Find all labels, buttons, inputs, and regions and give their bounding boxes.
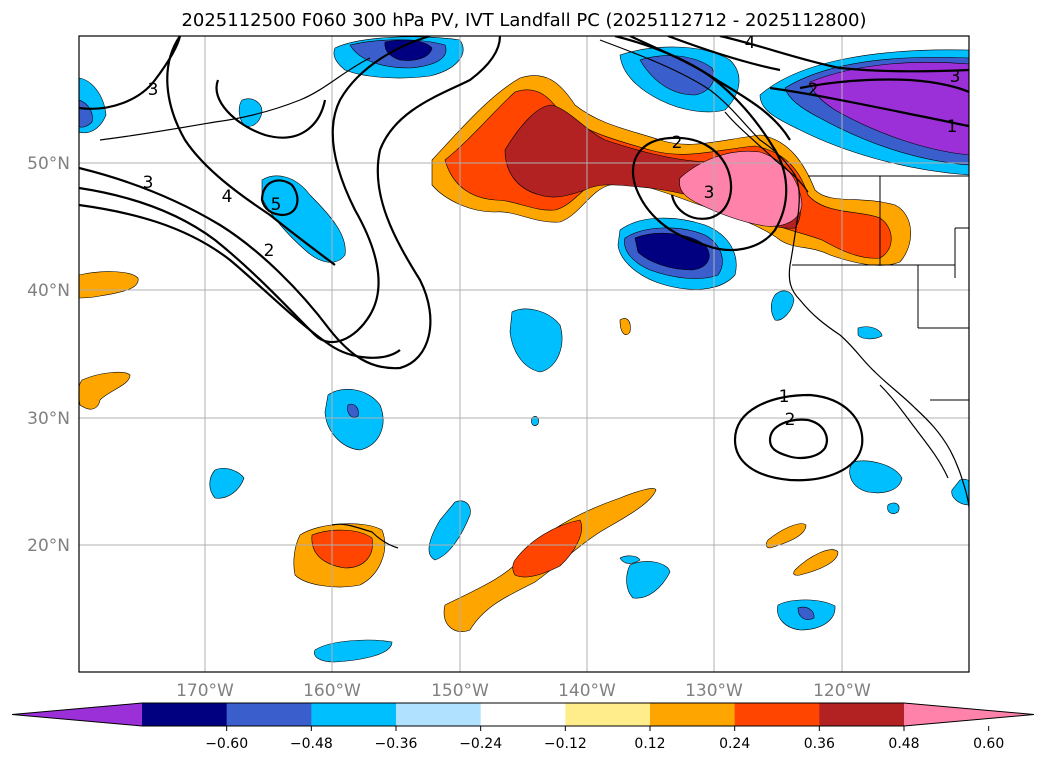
lat-label: 50°N (27, 154, 70, 174)
baja-coast (879, 384, 949, 479)
pv-negative-shading (79, 36, 969, 663)
colorbar-tick-label: −0.60 (205, 736, 248, 752)
contour-label: 3 (704, 183, 715, 203)
colorbar-tick-label: −0.36 (375, 736, 418, 752)
colorbar-tick-label: 0.60 (973, 736, 1004, 752)
lon-label: 130°W (685, 681, 743, 701)
vancouver-island (724, 111, 809, 193)
colorbar-segment (734, 703, 820, 726)
contour-labels: 3 4 5 2 3 2 3 4 2 1 3 1 2 (143, 33, 961, 430)
lon-label: 120°W (813, 681, 871, 701)
lat-label: 30°N (27, 409, 70, 429)
contour-label: 1 (947, 117, 958, 137)
aleutians (99, 57, 371, 141)
lon-label: 140°W (558, 681, 616, 701)
map-area: 3 4 5 2 3 2 3 4 2 1 3 1 2 (79, 33, 969, 672)
colorbar-segment (480, 703, 566, 726)
colorbar-tick-label: 0.48 (888, 736, 919, 752)
contour-label: 3 (143, 173, 154, 193)
pv-positive-shading (79, 75, 911, 632)
na-west-coast (599, 39, 969, 509)
map-frame (78, 35, 970, 673)
colorbar-segment (142, 703, 228, 726)
colorbar-extend-high (904, 703, 1034, 726)
lon-label: 150°W (431, 681, 489, 701)
colorbar-segment (819, 703, 905, 726)
contour-label: 2 (785, 410, 796, 430)
latitude-labels: 50°N 40°N 30°N 20°N (27, 154, 70, 556)
colorbar-segment (650, 703, 736, 726)
contour-label: 2 (808, 80, 819, 100)
contour-lines (79, 36, 969, 482)
contour-label: 3 (148, 80, 159, 100)
colorbar-segment (396, 703, 482, 726)
colorbar-segment (226, 703, 312, 726)
colorbar-tick-label: −0.48 (290, 736, 333, 752)
contour-label: 3 (950, 67, 961, 87)
colorbar-tick-label: −0.24 (459, 736, 502, 752)
lat-label: 40°N (27, 281, 70, 301)
colorbar-tick-label: −0.12 (544, 736, 587, 752)
gridlines (79, 36, 969, 672)
hawaii (331, 523, 399, 549)
colorbar-tick-label: 0.24 (719, 736, 750, 752)
contour-label: 1 (779, 387, 790, 407)
contour-label: 4 (222, 187, 233, 207)
contour-label: 4 (745, 33, 756, 53)
longitude-labels: 170°W 160°W 150°W 140°W 130°W 120°W (176, 681, 871, 701)
contour-label: 2 (672, 133, 683, 153)
colorbar-tick-label: 0.12 (634, 736, 665, 752)
lon-label: 170°W (176, 681, 234, 701)
colorbar: −0.60 −0.48 −0.36 −0.24 −0.12 0.12 0.24 0.36 0.4… (11, 702, 1035, 752)
lon-label: 160°W (303, 681, 361, 701)
colorbar-extend-low (12, 703, 142, 726)
colorbar-tick-label: 0.36 (804, 736, 835, 752)
contour-label: 5 (271, 195, 282, 215)
lat-label: 20°N (27, 536, 70, 556)
colorbar-outline (11, 702, 1035, 727)
coastlines (99, 39, 969, 549)
colorbar-segment (565, 703, 651, 726)
borders (792, 175, 969, 401)
colorbar-segment (311, 703, 397, 726)
contour-label: 2 (264, 241, 275, 261)
map-title: 2025112500 F060 300 hPa PV, IVT Landfall… (181, 10, 866, 31)
